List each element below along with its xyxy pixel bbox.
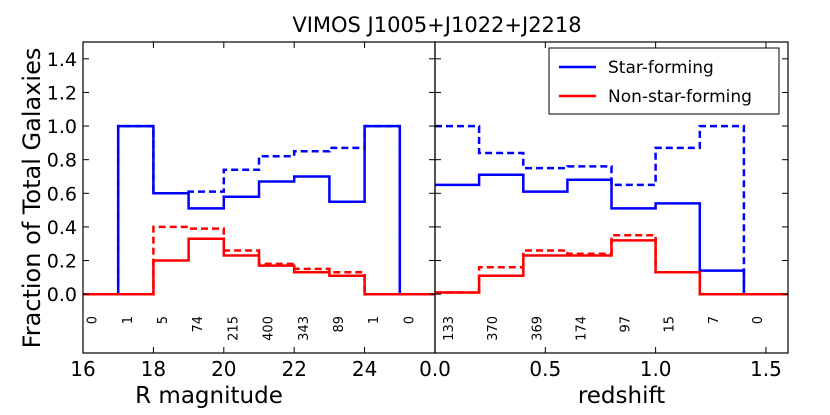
bin-count-label: 89 [332, 316, 347, 333]
x-tick-label: 20 [211, 357, 236, 381]
x-tick-label: 1.0 [640, 357, 672, 381]
x-axis-label-left: R magnitude [135, 383, 283, 409]
bin-count-label: 15 [663, 316, 678, 333]
legend: Star-forming Non-star-forming [548, 47, 780, 115]
bin-count-label: 174 [574, 316, 589, 341]
bin-count-label: 400 [262, 316, 277, 341]
panel-right: 0.0 0.5 1.0 1.5 redshift 133 370 369 174 97 15 7 0 [419, 41, 789, 409]
x-tick-label: 22 [281, 357, 306, 381]
star-forming-solid-series-right [435, 173, 788, 296]
star-forming-dashed-series-right [435, 124, 788, 296]
y-tick-label: 0.6 [47, 183, 77, 205]
bin-count-label: 369 [530, 316, 545, 341]
axes-frame-right [434, 41, 789, 354]
x-tick-label: 1.5 [750, 357, 782, 381]
y-tick-label: 0.0 [47, 284, 77, 306]
legend-label: Non-star-forming [608, 87, 752, 107]
bin-count-label: 215 [226, 316, 241, 341]
y-tick-label: 1.2 [47, 82, 77, 104]
non-star-forming-solid-series-right [435, 239, 788, 296]
bin-count-label: 7 [707, 316, 722, 324]
x-axis-label-right: redshift [578, 383, 665, 409]
bin-count-label: 1 [367, 316, 382, 324]
bin-count-label: 0 [751, 316, 766, 324]
bin-count-label: 133 [442, 316, 457, 341]
star-forming-solid-series-left [83, 124, 435, 296]
non-star-forming-solid-series-left [83, 237, 435, 296]
bin-count-label: 343 [297, 316, 312, 341]
bin-count-label: 97 [619, 316, 634, 333]
x-tick-label: 0.0 [419, 357, 451, 381]
x-tick-label: 24 [352, 357, 377, 381]
star-forming-dashed-series-left [83, 124, 435, 296]
y-tick-label: 0.8 [47, 150, 77, 172]
y-tick-label: 1.0 [47, 116, 77, 138]
x-tick-label: 18 [141, 357, 166, 381]
bin-count-label: 0 [402, 316, 417, 324]
legend-label: Star-forming [608, 58, 714, 78]
panel-left: 0.0 0.2 0.4 0.6 0.8 1.0 1.2 1.4 16 18 20 22 24 R magn… [47, 41, 436, 409]
y-tick-label: 0.4 [47, 217, 77, 239]
legend-box [548, 47, 780, 115]
non-star-forming-dashed-series-left [83, 225, 435, 296]
x-tick-label: 16 [70, 357, 95, 381]
bin-count-label: 1 [121, 316, 136, 324]
y-axis-label: Fraction of Total Galaxies [18, 48, 46, 349]
plot-panels: 0.0 0.2 0.4 0.6 0.8 1.0 1.2 1.4 16 18 20 22 24 R magn… [47, 41, 789, 409]
y-tick-label: 1.4 [47, 49, 77, 71]
bin-count-label: 370 [486, 316, 501, 341]
bin-count-label: 5 [156, 316, 171, 324]
x-tick-label: 0.5 [529, 357, 561, 381]
non-star-forming-dashed-series-right [435, 234, 788, 296]
bin-count-label: 74 [191, 316, 206, 333]
y-tick-label: 0.2 [47, 251, 77, 273]
chart-title: VIMOS J1005+J1022+J2218 [292, 13, 581, 37]
bin-count-label: 0 [86, 316, 101, 324]
